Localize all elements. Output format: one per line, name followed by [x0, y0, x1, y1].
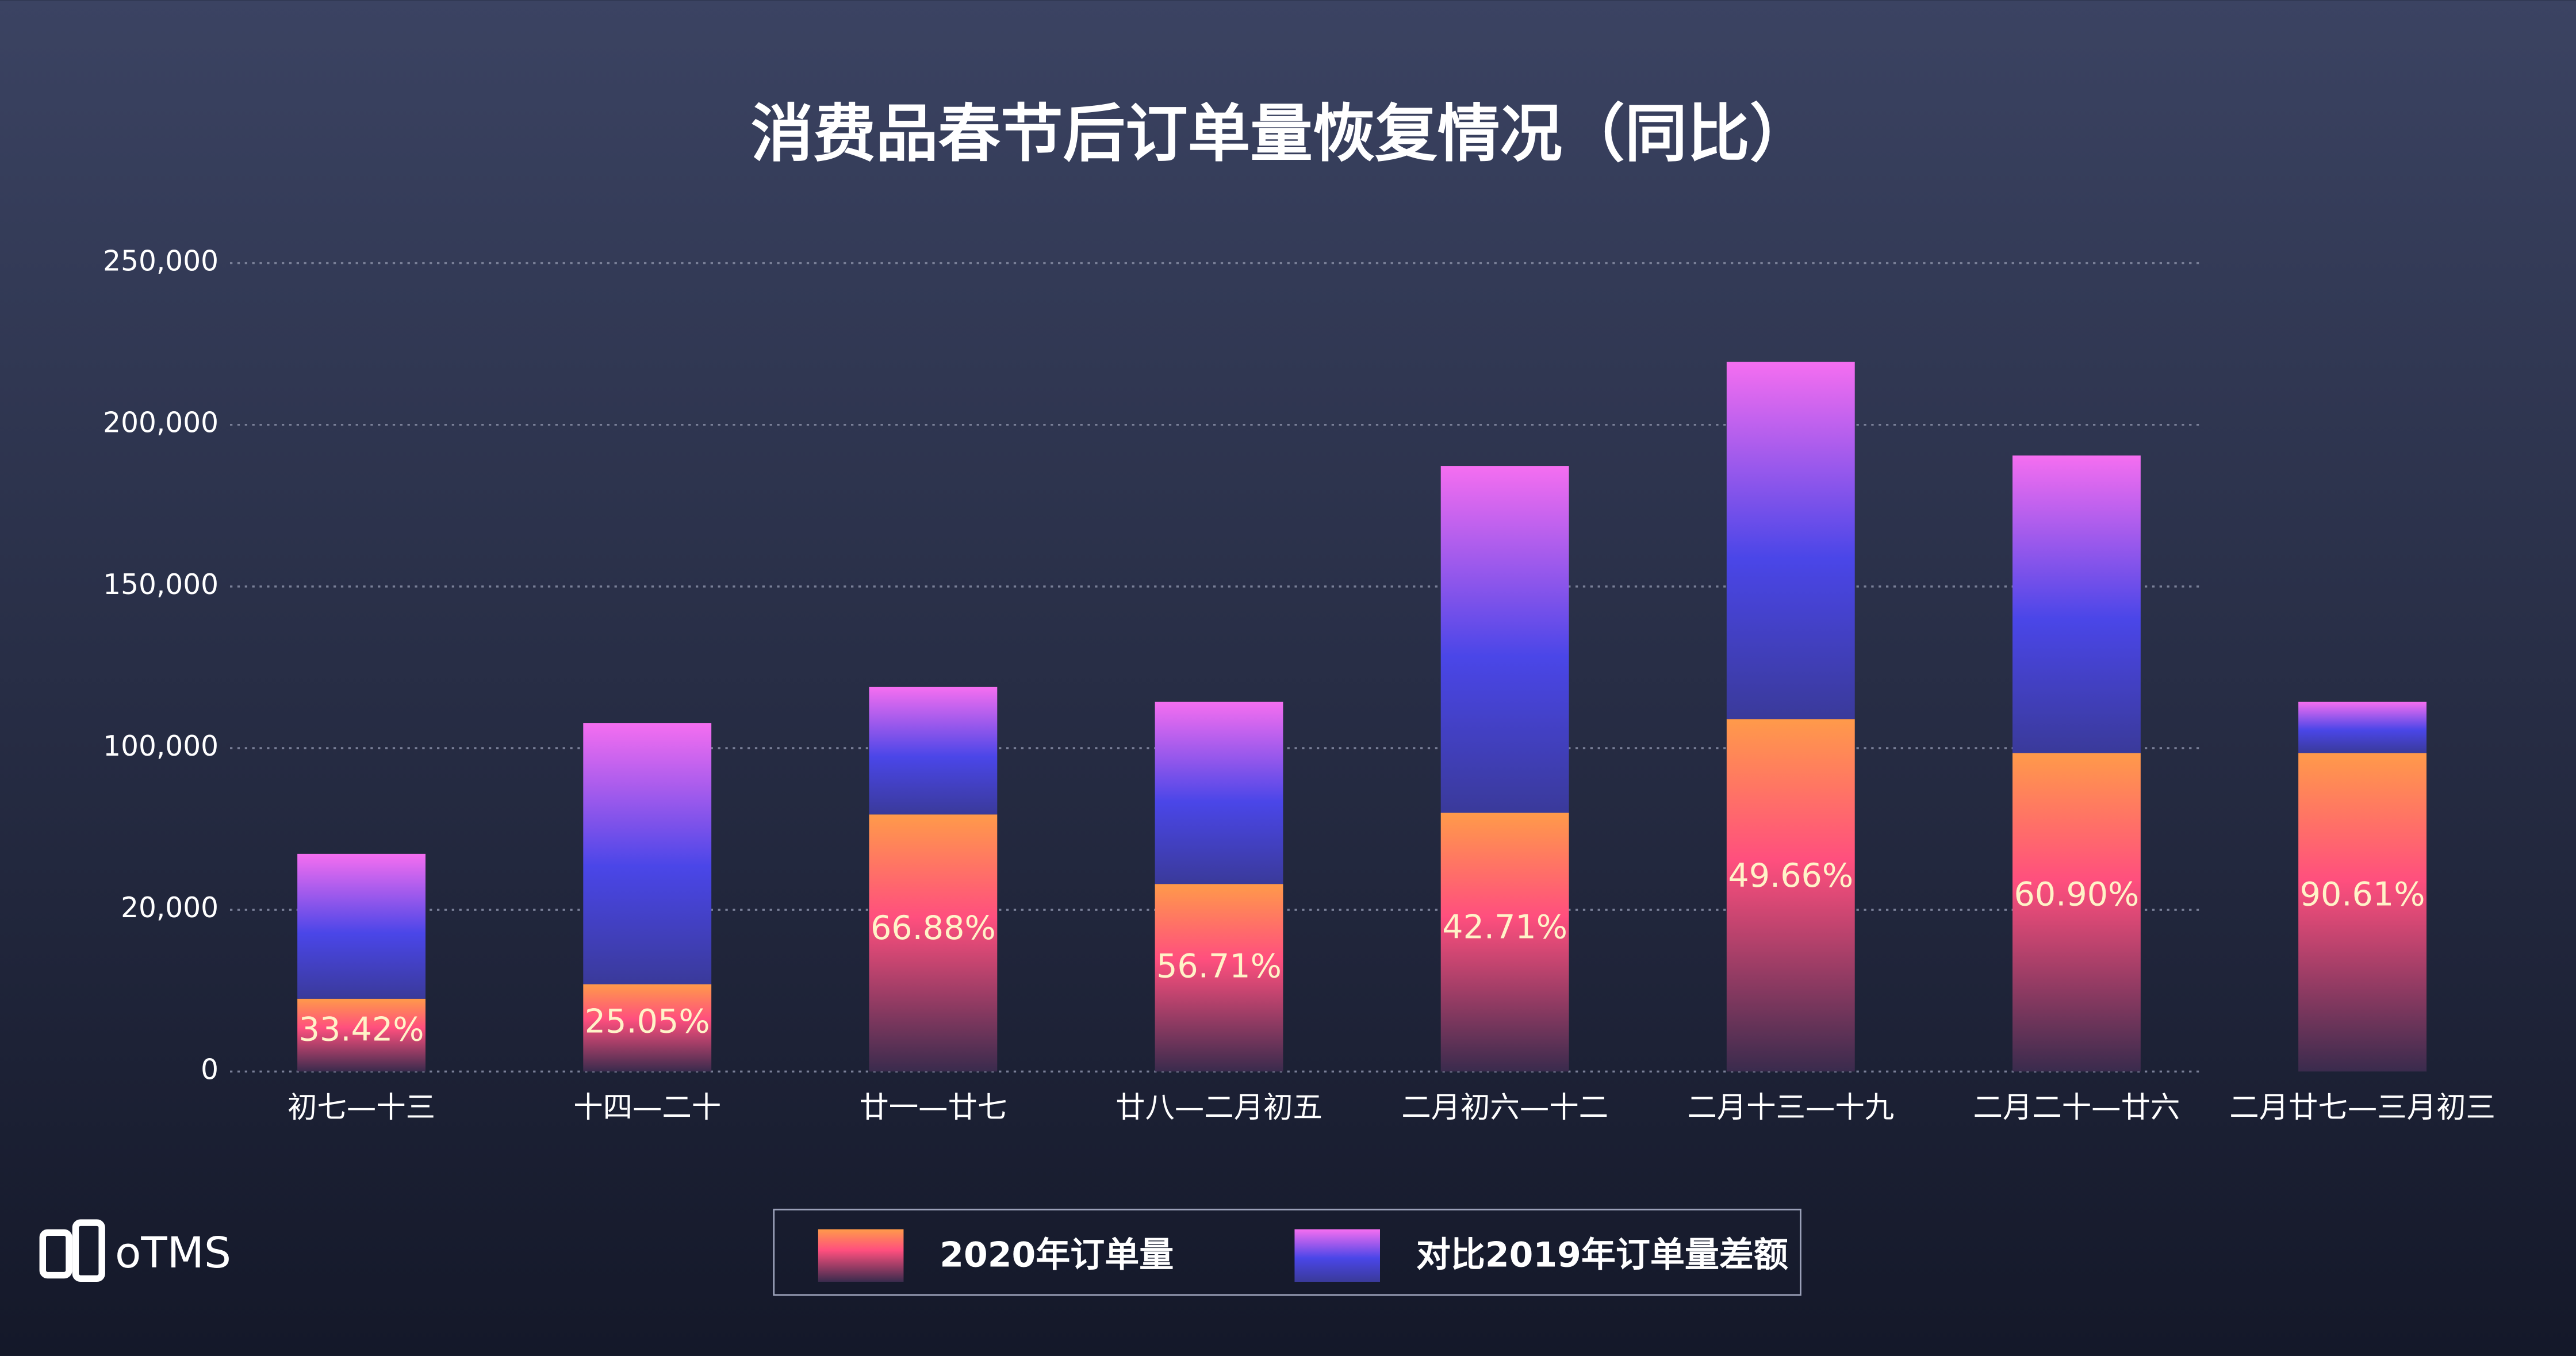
bar-segment: [583, 723, 712, 985]
y-tick-label: 200,000: [103, 407, 218, 439]
x-tick-label: 廿一—廿七: [859, 1090, 1007, 1125]
bar-segment: [297, 853, 425, 999]
bar-segment: [583, 984, 712, 1072]
bar-segment: [1155, 702, 1283, 884]
bar-label: 49.66%: [1728, 857, 1853, 895]
x-tick-label: 初七—十三: [288, 1090, 435, 1125]
y-tick-label: 150,000: [103, 569, 218, 601]
bar-segment: [1726, 362, 1855, 719]
x-tick-label: 廿八—二月初五: [1116, 1090, 1322, 1125]
y-tick-label: 20,000: [121, 892, 218, 924]
bar-segment: [2298, 702, 2426, 753]
bar-segment: [2298, 753, 2426, 1072]
bar-label: 90.61%: [2300, 875, 2425, 913]
x-tick-label: 二月二十—廿六: [1973, 1090, 2180, 1125]
y-tick-label: 0: [201, 1054, 218, 1086]
logo-text: oTMS: [115, 1228, 231, 1278]
x-tick-label: 十四—二十: [573, 1090, 721, 1125]
legend-box: [773, 1208, 1801, 1296]
legend-label: 对比2019年订单量差额: [1416, 1235, 1788, 1275]
bar-label: 42.71%: [1442, 908, 1567, 946]
bar-label: 60.90%: [2014, 875, 2140, 913]
chart-title: 消费品春节后订单量恢复情况（同比）: [751, 97, 1812, 170]
bar-label: 66.88%: [871, 909, 996, 947]
legend-swatch: [818, 1229, 904, 1282]
bar-segment: [1155, 884, 1283, 1072]
y-tick-label: 250,000: [103, 246, 218, 278]
bar-segment: [297, 998, 425, 1072]
bar-segment: [1440, 813, 1569, 1072]
logo: oTMS: [39, 1219, 231, 1282]
bar-segment: [1726, 719, 1855, 1072]
x-tick-label: 二月十三—十九: [1687, 1090, 1894, 1125]
legend-swatch: [1294, 1229, 1380, 1282]
logo-icon: [39, 1229, 72, 1279]
x-tick-label: 二月初六—十二: [1401, 1090, 1608, 1125]
legend-label: 2020年订单量: [940, 1235, 1174, 1275]
bar-label: 25.05%: [585, 1002, 710, 1040]
bar-label: 33.42%: [299, 1011, 424, 1049]
bar-label: 56.71%: [1156, 948, 1282, 986]
logo-icon: [72, 1219, 105, 1282]
bar-segment: [869, 814, 998, 1072]
bar-segment: [1440, 466, 1569, 813]
y-tick-label: 100,000: [103, 730, 218, 763]
x-tick-label: 二月廿七—三月初三: [2229, 1090, 2496, 1125]
bar-segment: [2012, 753, 2141, 1072]
bar-segment: [869, 687, 998, 815]
bar-segment: [2012, 455, 2141, 753]
